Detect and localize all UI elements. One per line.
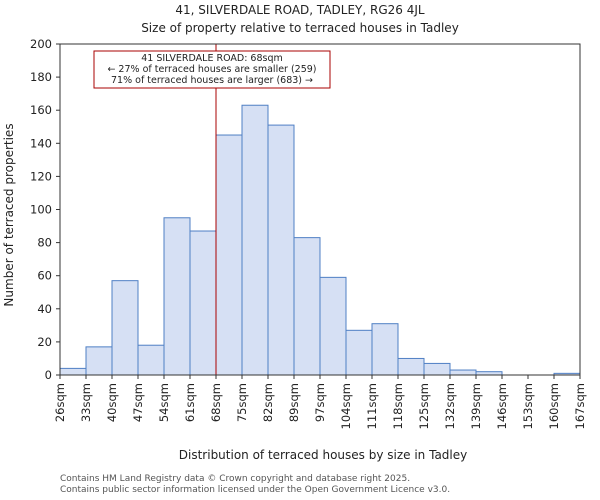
y-tick-label: 20 (37, 335, 52, 349)
x-tick-label: 82sqm (261, 383, 275, 422)
bars-group (59, 104, 581, 376)
y-tick-label: 160 (30, 103, 52, 117)
bar-47sqm (137, 344, 165, 376)
y-tick-label: 100 (30, 203, 52, 217)
plot-frame (59, 43, 581, 376)
x-tick-label: 104sqm (339, 383, 353, 429)
x-tick-label: 26sqm (53, 383, 67, 422)
bar-104sqm (345, 329, 373, 376)
y-tick-label: 40 (37, 302, 52, 316)
x-tick-label: 118sqm (391, 383, 405, 429)
annotation-box: 41 SILVERDALE ROAD: 68sqm ← 27% of terra… (93, 50, 331, 89)
x-tick-label: 89sqm (287, 383, 301, 422)
chart-subtitle: Size of property relative to terraced ho… (141, 21, 459, 35)
x-tick-label: 61sqm (183, 383, 197, 422)
x-tick-label: 146sqm (495, 383, 509, 429)
footer-line-2: Contains public sector information licen… (60, 485, 451, 495)
y-tick-label: 0 (45, 368, 52, 382)
x-tick-label: 40sqm (105, 383, 119, 422)
bar-111sqm (371, 323, 399, 376)
bar-26sqm (59, 367, 87, 376)
bar-75sqm (241, 104, 269, 376)
annotation-line-3: 71% of terraced houses are larger (683) … (111, 75, 313, 86)
y-tick-label: 180 (30, 70, 52, 84)
x-tick-label: 47sqm (131, 383, 145, 422)
y-tick-label: 140 (30, 136, 52, 150)
x-axis-ticks: 26sqm 33sqm 40sqm 47sqm 54sqm 61sqm 68sqm 75sqm… (53, 375, 587, 429)
bar-40sqm (111, 280, 139, 376)
y-axis-ticks: 0 20 40 60 80 100 120 140 160 180 200 (30, 37, 60, 382)
x-axis-label: Distribution of terraced houses by size … (179, 448, 467, 462)
x-tick-label: 132sqm (443, 383, 457, 429)
chart-title: 41, SILVERDALE ROAD, TADLEY, RG26 4JL (175, 3, 424, 17)
x-tick-label: 167sqm (573, 383, 587, 429)
x-tick-label: 125sqm (417, 383, 431, 429)
x-tick-label: 54sqm (157, 383, 171, 422)
x-tick-label: 33sqm (79, 383, 93, 422)
y-tick-label: 200 (30, 37, 52, 51)
footer-line-1: Contains HM Land Registry data © Crown c… (60, 474, 411, 484)
bar-97sqm (319, 276, 347, 376)
bar-68sqm (215, 134, 243, 376)
x-tick-label: 97sqm (313, 383, 327, 422)
x-tick-label: 111sqm (365, 383, 379, 429)
y-tick-label: 80 (37, 236, 52, 250)
bar-61sqm (189, 230, 217, 376)
annotation-line-1: 41 SILVERDALE ROAD: 68sqm (141, 53, 283, 64)
bar-132sqm (449, 369, 477, 376)
bar-125sqm (423, 362, 451, 376)
x-tick-label: 68sqm (209, 383, 223, 422)
bar-33sqm (85, 346, 113, 376)
bar-89sqm (293, 237, 321, 376)
bar-118sqm (397, 357, 425, 376)
bar-54sqm (163, 217, 191, 376)
annotation-border (93, 50, 331, 89)
y-tick-label: 60 (37, 269, 52, 283)
x-tick-label: 160sqm (547, 383, 561, 429)
x-tick-label: 153sqm (521, 383, 535, 429)
y-tick-label: 120 (30, 169, 52, 183)
bar-82sqm (267, 124, 295, 376)
y-axis-label: Number of terraced properties (2, 123, 16, 306)
x-tick-label: 75sqm (235, 383, 249, 422)
x-tick-label: 139sqm (469, 383, 483, 429)
annotation-line-2: ← 27% of terraced houses are smaller (25… (107, 64, 316, 75)
